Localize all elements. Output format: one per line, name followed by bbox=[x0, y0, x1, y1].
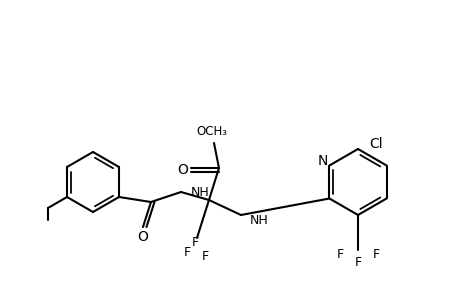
Text: NH: NH bbox=[190, 185, 209, 199]
Text: F: F bbox=[201, 250, 208, 262]
Text: F: F bbox=[354, 256, 361, 269]
Text: N: N bbox=[317, 154, 327, 167]
Text: O: O bbox=[177, 163, 188, 177]
Text: F: F bbox=[183, 247, 190, 260]
Text: Cl: Cl bbox=[369, 137, 382, 151]
Text: F: F bbox=[336, 248, 343, 262]
Text: F: F bbox=[191, 236, 198, 250]
Text: O: O bbox=[137, 230, 148, 244]
Text: F: F bbox=[372, 248, 379, 262]
Text: OCH₃: OCH₃ bbox=[196, 124, 227, 137]
Text: NH: NH bbox=[249, 214, 268, 226]
